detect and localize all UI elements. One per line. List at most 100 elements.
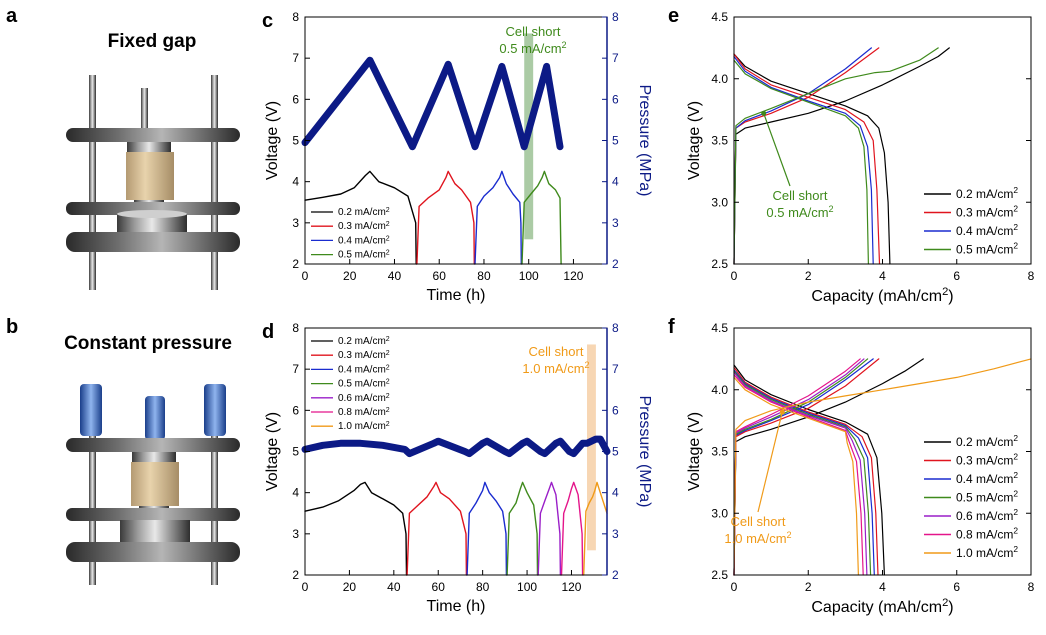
legend-label: 0.2 mA/cm2 <box>956 185 1018 201</box>
x-tick-label: 80 <box>476 580 490 594</box>
y-tick-label: 2 <box>292 568 299 582</box>
x-tick-label: 0 <box>731 580 738 594</box>
panel-label-e: e <box>668 5 679 27</box>
voltage-line-0-4-mA-cm2 <box>474 170 522 265</box>
x-tick-label: 100 <box>517 580 537 594</box>
legend-label: 0.4 mA/cm2 <box>956 470 1018 486</box>
x-tick-label: 60 <box>433 269 447 283</box>
y2-tick-label: 3 <box>612 527 619 541</box>
voltage-line-0-2-mA-cm2 <box>304 481 408 576</box>
annotation-current: 1.0 mA/cm2 <box>724 530 791 546</box>
panel-label-d: d <box>262 321 274 343</box>
y-tick-label: 3.5 <box>711 134 728 148</box>
x-tick-label: 2 <box>805 269 812 283</box>
legend-label: 1.0 mA/cm2 <box>956 544 1018 560</box>
annotation-cell-short: Cell short <box>506 24 561 39</box>
voltage-line-0-8-mA-cm2 <box>560 481 584 576</box>
y2-tick-label: 4 <box>612 175 619 189</box>
discharge-curve-0-3-mA-cm2 <box>733 366 879 576</box>
annotation-current: 1.0 mA/cm2 <box>522 360 589 376</box>
voltage-line-0-4-mA-cm2 <box>466 481 508 576</box>
y-tick-label: 4.5 <box>711 10 728 24</box>
x-tick-label: 8 <box>1028 269 1035 283</box>
y-tick-label: 6 <box>292 92 299 106</box>
legend-label: 0.6 mA/cm2 <box>956 507 1018 523</box>
charge-curve-0-4-mA-cm2 <box>733 47 872 265</box>
x-tick-label: 120 <box>563 269 583 283</box>
y2-tick-label: 2 <box>612 568 619 582</box>
voltage-line-0-2-mA-cm2 <box>304 170 417 265</box>
y-axis-title: Voltage (V) <box>686 412 703 491</box>
y-axis-title: Voltage (V) <box>264 412 281 491</box>
x-tick-label: 120 <box>561 580 581 594</box>
panel-label-a: a <box>6 5 18 27</box>
x-tick-label: 0 <box>302 269 309 283</box>
panel-label-b: b <box>6 316 18 338</box>
annotation-arrow <box>757 411 783 513</box>
discharge-curve-0-4-mA-cm2 <box>733 55 874 265</box>
discharge-curve-0-6-mA-cm2 <box>733 371 868 576</box>
annotation-current: 0.5 mA/cm2 <box>766 204 833 220</box>
legend-label: 0.5 mA/cm2 <box>956 241 1018 257</box>
y2-tick-label: 4 <box>612 486 619 500</box>
y-axis-title: Voltage (V) <box>264 101 281 180</box>
legend-label: 0.2 mA/cm2 <box>338 207 390 219</box>
charge-curve-0-5-mA-cm2 <box>733 47 939 265</box>
constant-pressure-rig-illustration <box>66 384 240 585</box>
legend: 0.2 mA/cm2 0.3 mA/cm2 0.4 mA/cm2 0.5 mA/cm2 <box>311 207 390 261</box>
cell-short-shaded-region <box>587 344 596 551</box>
legend-label: 0.5 mA/cm2 <box>338 249 390 261</box>
legend: 0.2 mA/cm2 0.3 mA/cm2 0.4 mA/cm2 0.5 mA/cm2… <box>311 336 390 433</box>
legend-label: 0.4 mA/cm2 <box>338 364 390 376</box>
voltage-line-0-5-mA-cm2 <box>521 170 562 265</box>
charge-curve-1-0-mA-cm2 <box>733 358 1032 576</box>
y-tick-label: 3 <box>292 527 299 541</box>
x-axis-title: Time (h) <box>427 287 486 304</box>
legend-label: 0.4 mA/cm2 <box>956 222 1018 238</box>
x-axis-title: Capacity (mAh/cm2) <box>811 286 953 305</box>
y-tick-label: 2.5 <box>711 568 728 582</box>
annotation-current: 0.5 mA/cm2 <box>499 40 566 56</box>
x-tick-label: 2 <box>805 580 812 594</box>
y-tick-label: 2 <box>292 257 299 271</box>
panel-label-c: c <box>262 10 273 32</box>
y-tick-label: 3.0 <box>711 195 728 209</box>
y2-tick-label: 7 <box>612 362 619 376</box>
legend-label: 0.3 mA/cm2 <box>956 452 1018 468</box>
y-tick-label: 7 <box>292 51 299 65</box>
x-tick-label: 20 <box>343 580 357 594</box>
y2-tick-label: 2 <box>612 257 619 271</box>
annotation-cell-short: Cell short <box>731 514 786 529</box>
y-tick-label: 4 <box>292 486 299 500</box>
legend-label: 0.5 mA/cm2 <box>956 489 1018 505</box>
pressure-line <box>301 435 611 458</box>
voltage-line-0-5-mA-cm2 <box>506 481 539 576</box>
x-tick-label: 6 <box>953 269 960 283</box>
chart-e: 2.5 3.0 3.5 4.0 4.5 0 2 4 6 8 Capacity (mAh/cm2) Vo… <box>686 10 1035 305</box>
discharge-curve-0-2-mA-cm2 <box>733 53 891 265</box>
discharge-curve-0-2-mA-cm2 <box>733 364 885 576</box>
legend-label: 0.2 mA/cm2 <box>338 336 390 348</box>
x-tick-label: 80 <box>477 269 491 283</box>
y-tick-label: 4.0 <box>711 72 728 86</box>
legend: 0.2 mA/cm2 0.3 mA/cm2 0.4 mA/cm2 0.5 mA/cm2… <box>924 433 1018 560</box>
discharge-curve-1-0-mA-cm2 <box>733 376 859 576</box>
rig-title-fixed-gap: Fixed gap <box>108 31 197 52</box>
y2-tick-label: 6 <box>612 92 619 106</box>
legend-label: 0.3 mA/cm2 <box>338 350 390 362</box>
x-tick-label: 40 <box>388 269 402 283</box>
voltage-line-0-3-mA-cm2 <box>416 170 475 265</box>
y-tick-label: 4 <box>292 175 299 189</box>
legend-label: 0.5 mA/cm2 <box>338 378 390 390</box>
y2-tick-label: 3 <box>612 216 619 230</box>
annotation-cell-short: Cell short <box>529 344 584 359</box>
discharge-curve-0-8-mA-cm2 <box>733 374 864 576</box>
discharge-curve-0-5-mA-cm2 <box>733 59 869 265</box>
y2-tick-label: 8 <box>612 321 619 335</box>
legend-label: 1.0 mA/cm2 <box>338 421 390 433</box>
x-tick-label: 8 <box>1028 580 1035 594</box>
